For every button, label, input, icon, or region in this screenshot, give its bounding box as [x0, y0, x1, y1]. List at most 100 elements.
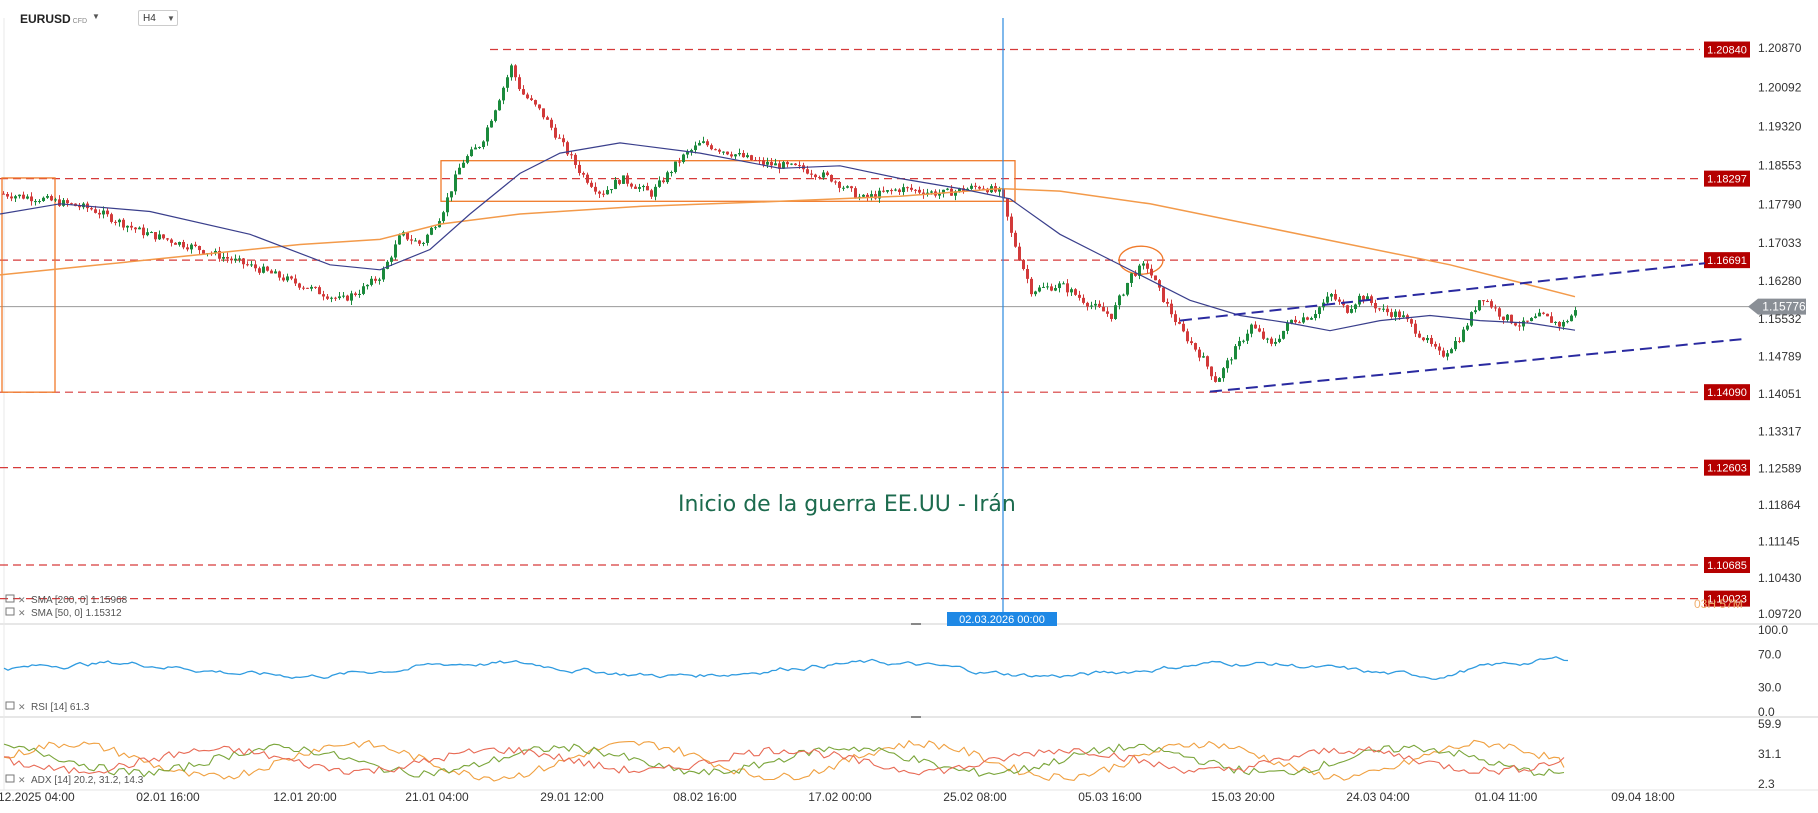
candle-body	[330, 297, 333, 299]
candle-body	[834, 181, 837, 183]
symbol-type: CFD	[72, 18, 88, 25]
candle-body	[842, 187, 845, 189]
candle-body	[1098, 303, 1101, 307]
candle-body	[594, 186, 597, 192]
candle-body	[1550, 316, 1553, 323]
candle-body	[266, 266, 269, 271]
candle-body	[866, 194, 869, 198]
candle-body	[698, 142, 701, 146]
candle-body	[770, 161, 773, 166]
candle-body	[1162, 287, 1165, 302]
caret-down-icon[interactable]: ▼	[92, 12, 100, 21]
candle-body	[694, 145, 697, 151]
candle-body	[654, 186, 657, 197]
candle-body	[1538, 312, 1541, 317]
candle-body	[34, 201, 37, 203]
candle-body	[902, 187, 905, 193]
candle-body	[1558, 321, 1561, 327]
price-tag: 1.12603	[1707, 463, 1747, 475]
candle-body	[846, 186, 849, 188]
candle-body	[14, 196, 17, 199]
candle-body	[854, 188, 857, 199]
candle-body	[1086, 302, 1089, 307]
candle-body	[1298, 322, 1301, 324]
candle-body	[1178, 322, 1181, 324]
candle-body	[1038, 287, 1041, 292]
candle-body	[1126, 282, 1129, 295]
candle-body	[1378, 308, 1381, 310]
price-tag-bg	[1704, 170, 1750, 187]
candle-body	[430, 227, 433, 235]
candle-body	[742, 153, 745, 158]
candle-body	[118, 219, 121, 223]
candle-body	[1006, 198, 1009, 217]
candle-body	[1222, 368, 1225, 379]
candle-body	[906, 187, 909, 189]
eye-icon	[5, 701, 15, 710]
candle-body	[122, 219, 125, 228]
candle-body	[1242, 340, 1245, 342]
candle-body	[374, 278, 377, 281]
candle-body	[946, 188, 949, 190]
candle-body	[170, 239, 173, 243]
candle-body	[1366, 296, 1369, 300]
candle-body	[1066, 283, 1069, 293]
candle-body	[254, 264, 257, 269]
candle-body	[250, 264, 253, 266]
timeframe-selector[interactable]: H4 ▼	[138, 10, 178, 26]
candle-body	[1510, 314, 1513, 324]
candle-body	[1218, 378, 1221, 382]
time-axis-tick: 15.03 20:00	[1211, 790, 1275, 804]
candle-body	[558, 137, 561, 139]
candle-body	[1374, 302, 1377, 309]
candle-body	[94, 209, 97, 213]
candle-body	[674, 161, 677, 173]
candle-body	[1474, 310, 1477, 313]
candle-body	[1082, 297, 1085, 303]
candle-body	[746, 155, 749, 158]
price-axis-tick: 1.12589	[1758, 461, 1802, 475]
eye-icon	[5, 774, 15, 783]
candle-body	[578, 164, 581, 174]
candle-body	[494, 110, 497, 121]
candles-group	[2, 63, 1577, 383]
candle-body	[22, 194, 25, 199]
candle-body	[354, 293, 357, 296]
candle-body	[310, 286, 313, 289]
sma-50-line	[0, 142, 1576, 332]
price-tag: 1.10685	[1707, 560, 1747, 572]
candle-body	[1346, 305, 1349, 313]
candle-body	[46, 196, 49, 198]
candle-body	[1482, 300, 1485, 302]
candle-body	[978, 186, 981, 189]
candle-body	[506, 77, 509, 88]
candle-body	[338, 296, 341, 299]
candle-body	[886, 190, 889, 192]
candle-body	[58, 199, 61, 206]
candle-body	[734, 154, 737, 157]
candle-body	[278, 271, 281, 278]
candle-body	[830, 174, 833, 182]
candle-body	[106, 210, 109, 215]
pane-resize-handle	[911, 716, 921, 718]
candle-body	[454, 174, 457, 192]
candle-body	[390, 257, 393, 262]
candle-body	[1486, 300, 1489, 302]
price-axis-tick: 1.17790	[1758, 197, 1802, 211]
symbol-selector[interactable]: EURUSD CFD	[20, 12, 87, 26]
candle-body	[30, 196, 33, 202]
candle-body	[1106, 311, 1109, 314]
candle-body	[1394, 311, 1397, 317]
candle-body	[1454, 341, 1457, 350]
channel-lower-line	[1209, 337, 1746, 393]
candle-body	[570, 154, 573, 156]
candle-body	[922, 192, 925, 195]
candle-body	[706, 141, 709, 146]
candle-body	[1542, 312, 1545, 314]
candle-body	[1226, 360, 1229, 369]
candle-body	[1414, 323, 1417, 334]
candle-body	[1062, 283, 1065, 285]
candle-body	[130, 225, 133, 228]
eye-icon	[5, 594, 15, 603]
